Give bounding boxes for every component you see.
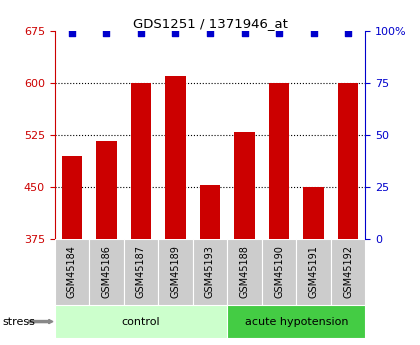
Text: GSM45193: GSM45193 [205,246,215,298]
Bar [331,239,365,305]
Point [310,30,317,36]
Text: acute hypotension: acute hypotension [244,317,348,327]
Bar [269,83,289,239]
Point [276,30,282,36]
Bar [227,305,365,338]
Text: GSM45192: GSM45192 [343,245,353,298]
Bar [262,239,297,305]
Point [138,30,144,36]
Bar [303,187,324,239]
Text: GSM45184: GSM45184 [67,246,77,298]
Bar [89,239,123,305]
Bar [338,83,359,239]
Point [345,30,352,36]
Bar [123,239,158,305]
Point [207,30,213,36]
Bar [234,131,255,239]
Point [172,30,179,36]
Text: GSM45186: GSM45186 [101,246,111,298]
Text: GSM45190: GSM45190 [274,246,284,298]
Text: control: control [122,317,160,327]
Bar [131,83,151,239]
Bar [61,156,82,239]
Bar [227,239,262,305]
Point [103,30,110,36]
Text: stress: stress [2,317,35,327]
Point [241,30,248,36]
Text: GSM45187: GSM45187 [136,245,146,298]
Bar [158,239,193,305]
Text: GSM45189: GSM45189 [171,246,181,298]
Text: GSM45188: GSM45188 [239,246,249,298]
Bar [200,185,221,239]
Text: GSM45191: GSM45191 [309,246,319,298]
Title: GDS1251 / 1371946_at: GDS1251 / 1371946_at [133,17,287,30]
Bar [96,140,117,239]
Point [68,30,75,36]
Bar [297,239,331,305]
Bar [193,239,227,305]
Bar [55,305,227,338]
Bar [55,239,89,305]
Bar [165,76,186,239]
